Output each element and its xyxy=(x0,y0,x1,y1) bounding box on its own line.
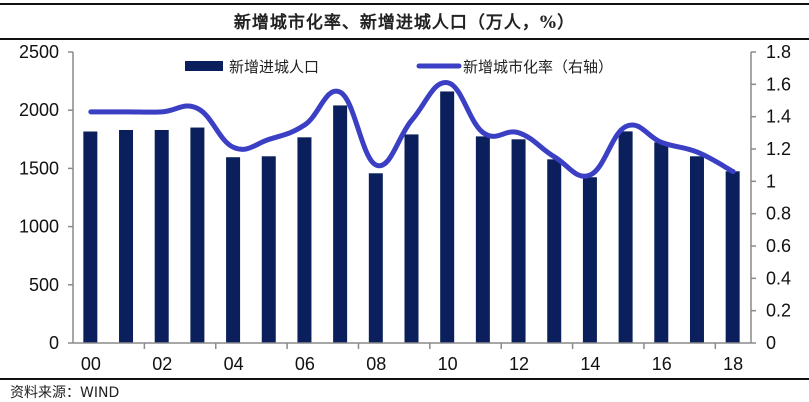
right-tick-label: 1.8 xyxy=(766,42,791,62)
bar xyxy=(226,157,241,343)
bar xyxy=(618,131,633,343)
left-tick-label: 2500 xyxy=(19,42,59,62)
right-tick-label: 0.8 xyxy=(766,204,791,224)
left-tick-label: 500 xyxy=(29,275,59,295)
x-tick-label: 00 xyxy=(81,354,101,374)
x-tick-label: 16 xyxy=(652,354,672,374)
bar xyxy=(368,173,383,343)
line-series-urbanization-rate xyxy=(88,80,736,179)
bar xyxy=(119,129,134,343)
bar xyxy=(297,137,312,343)
bar xyxy=(190,127,205,343)
right-tick-label: 0.6 xyxy=(766,236,791,256)
bar xyxy=(83,131,98,343)
x-tick-label: 04 xyxy=(224,354,244,374)
bar xyxy=(654,142,669,343)
bar xyxy=(511,139,526,343)
bar xyxy=(261,156,276,343)
source-note: 资料来源：WIND xyxy=(10,385,120,401)
title-rule xyxy=(0,38,809,40)
x-tick-label: 18 xyxy=(723,354,743,374)
bar xyxy=(333,105,348,343)
x-tick-label: 06 xyxy=(295,354,315,374)
right-tick-label: 1 xyxy=(766,171,776,191)
right-tick-label: 0 xyxy=(766,333,776,353)
right-tick-label: 0.2 xyxy=(766,301,791,321)
x-tick-label: 02 xyxy=(152,354,172,374)
right-tick-label: 1.6 xyxy=(766,74,791,94)
left-tick-label: 2000 xyxy=(19,100,59,120)
top-rule xyxy=(0,3,809,5)
x-tick-label: 08 xyxy=(366,354,386,374)
right-y-axis: 0 0.2 0.4 0.6 0.8 1 1.2 1.4 1.6 1.8 xyxy=(750,42,791,353)
right-tick-label: 1.4 xyxy=(766,107,791,127)
bar xyxy=(440,91,455,344)
bar xyxy=(404,134,419,343)
legend-bar-swatch xyxy=(185,61,223,71)
bar xyxy=(725,171,740,343)
left-tick-label: 0 xyxy=(49,333,59,353)
chart-title: 新增城市化率、新增进城人口（万人，%） xyxy=(233,13,576,33)
left-tick-label: 1000 xyxy=(19,217,59,237)
bar xyxy=(154,129,169,343)
x-tick-label: 12 xyxy=(509,354,529,374)
legend-bar-label: 新增进城人口 xyxy=(229,58,319,76)
bar xyxy=(475,136,490,343)
legend-line-label: 新增城市化率（右轴） xyxy=(463,58,613,76)
x-axis: 00 02 04 06 08 10 12 14 16 18 xyxy=(73,342,751,374)
bar xyxy=(689,156,704,343)
bar xyxy=(547,159,562,343)
x-tick-label: 14 xyxy=(580,354,600,374)
right-tick-label: 0.4 xyxy=(766,268,791,288)
left-y-axis: 0 500 1000 1500 2000 2500 xyxy=(19,42,74,353)
bottom-rule xyxy=(0,378,809,380)
bar-series-population xyxy=(83,91,740,344)
legend: 新增进城人口 新增城市化率（右轴） xyxy=(185,58,613,76)
left-tick-label: 1500 xyxy=(19,158,59,178)
x-tick-label: 10 xyxy=(438,354,458,374)
bar xyxy=(582,177,597,343)
right-tick-label: 1.2 xyxy=(766,139,791,159)
